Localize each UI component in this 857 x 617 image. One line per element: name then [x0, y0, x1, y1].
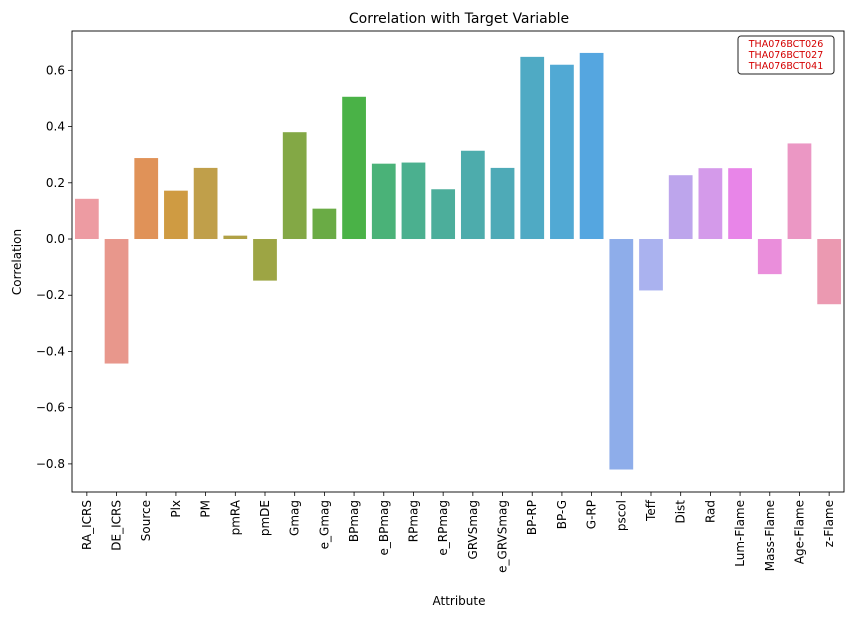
annotation-line-3: THA076BCT041: [748, 61, 824, 72]
y-tick-label: 0.4: [46, 120, 65, 134]
bar-Lum-Flame: [728, 168, 752, 240]
x-tick-label-pscol: pscol: [614, 500, 628, 531]
y-tick-label: 0.0: [46, 232, 65, 246]
y-tick-label: −0.2: [36, 288, 65, 302]
bar-e_Gmag: [312, 208, 337, 240]
bar-RPmag: [401, 162, 426, 240]
x-axis-title: Attribute: [433, 594, 486, 608]
x-tick-label-GRVSmag: GRVSmag: [466, 500, 480, 559]
y-tick-label: −0.8: [36, 457, 65, 471]
x-tick-label-Gmag: Gmag: [288, 500, 302, 536]
x-tick-label-Rad: Rad: [703, 500, 717, 523]
x-tick-label-Plx: Plx: [169, 500, 183, 518]
x-tick-label-e_BPmag: e_BPmag: [377, 500, 391, 556]
x-tick-label-BP-G: BP-G: [555, 500, 569, 529]
x-tick-label-G-RP: G-RP: [585, 500, 599, 529]
x-tick-label-Dist: Dist: [674, 500, 688, 524]
x-tick-label-PM: PM: [199, 500, 213, 518]
x-tick-label-pmDE: pmDE: [258, 500, 272, 536]
bar-GRVSmag: [460, 150, 485, 240]
bar-BP-RP: [520, 56, 545, 240]
bar-BPmag: [342, 96, 366, 240]
x-tick-label-Source: Source: [139, 500, 153, 541]
x-tick-label-RPmag: RPmag: [406, 500, 420, 542]
y-axis-title: Correlation: [10, 229, 24, 295]
y-tick-label: −0.4: [36, 344, 65, 358]
x-tick-label-Lum-Flame: Lum-Flame: [733, 500, 747, 567]
bar-pmDE: [253, 239, 277, 281]
x-tick-label-BPmag: BPmag: [347, 500, 361, 542]
annotation-box: THA076BCT026 THA076BCT027 THA076BCT041: [737, 35, 835, 75]
bar-z-Flame: [817, 239, 842, 305]
bar-Plx: [164, 190, 188, 240]
x-tick-label-Teff: Teff: [644, 499, 658, 522]
bar-pscol: [609, 239, 634, 470]
x-tick-label-z-Flame: z-Flame: [822, 500, 836, 547]
x-tick-label-BP-RP: BP-RP: [525, 500, 539, 535]
bar-e_BPmag: [371, 163, 396, 240]
bar-Gmag: [282, 132, 307, 240]
bar-Teff: [639, 239, 663, 291]
x-tick-label-e_RPmag: e_RPmag: [436, 500, 450, 556]
bar-Dist: [668, 175, 693, 240]
bar-RA_ICRS: [74, 198, 99, 240]
bar-e_GRVSmag: [490, 167, 515, 240]
bar-pmRA: [223, 235, 248, 240]
bar-G-RP: [579, 52, 604, 240]
bar-series: [74, 52, 842, 470]
bar-Source: [134, 158, 159, 240]
x-tick-label-RA_ICRS: RA_ICRS: [80, 500, 94, 550]
chart-title: Correlation with Target Variable: [349, 11, 569, 27]
bar-DE_ICRS: [104, 239, 129, 364]
x-tick-label-e_Gmag: e_Gmag: [317, 500, 331, 549]
x-axis: RA_ICRS DE_ICRS Source Plx PM pmRA pmDE Gmag e_G…: [80, 492, 836, 573]
x-tick-label-Age-Flame: Age-Flame: [792, 500, 806, 564]
y-tick-label: 0.6: [46, 63, 65, 77]
plot-frame: [71, 30, 845, 493]
x-tick-label-e_GRVSmag: e_GRVSmag: [496, 500, 510, 573]
x-tick-label-pmRA: pmRA: [228, 499, 242, 535]
bar-PM: [193, 167, 218, 240]
y-tick-label: −0.6: [36, 401, 65, 415]
y-tick-label: 0.2: [46, 176, 65, 190]
bar-Mass-Flame: [757, 239, 782, 275]
x-tick-label-Mass-Flame: Mass-Flame: [763, 500, 777, 571]
annotation-line-1: THA076BCT026: [748, 39, 824, 50]
annotation-line-2: THA076BCT027: [748, 50, 824, 61]
bar-e_RPmag: [431, 189, 456, 240]
y-axis: −0.8 −0.6 −0.4 −0.2 0.0 0.2 0.4 0.6: [36, 63, 72, 471]
bar-Rad: [698, 168, 723, 240]
bar-BP-G: [550, 64, 574, 240]
x-tick-label-DE_ICRS: DE_ICRS: [110, 500, 124, 551]
bar-Age-Flame: [787, 143, 812, 240]
